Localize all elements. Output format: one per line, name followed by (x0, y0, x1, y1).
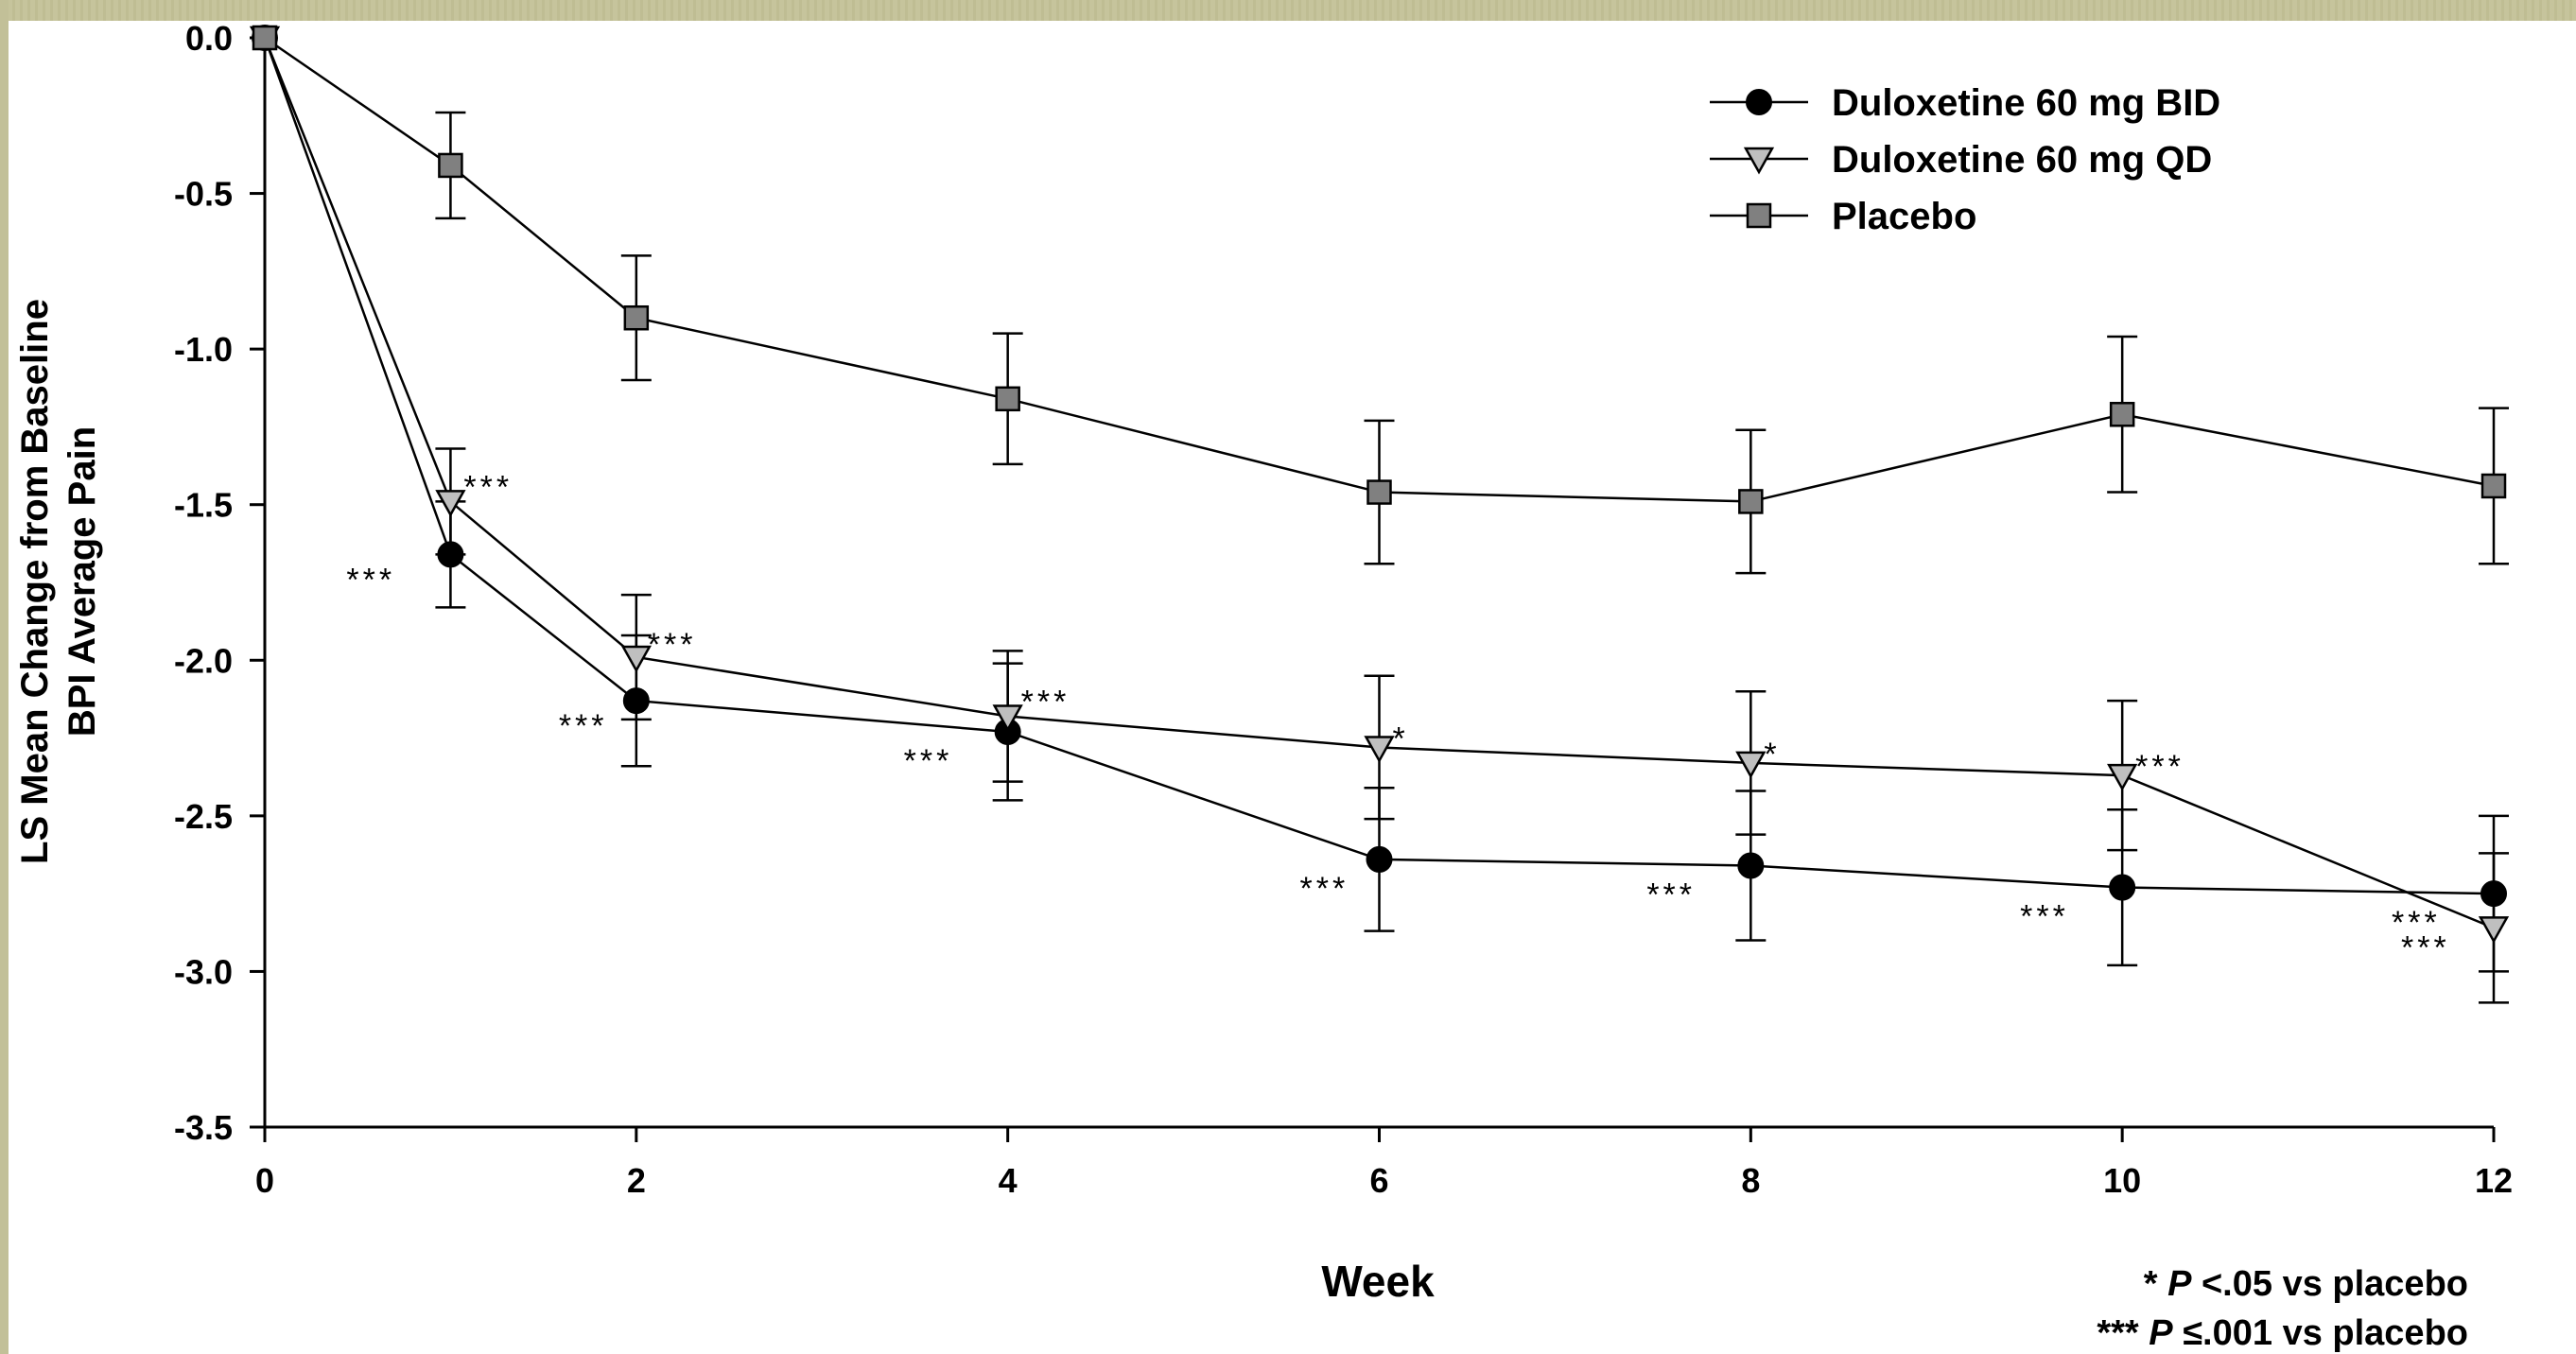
legend-item: Duloxetine 60 mg QD (1710, 139, 2212, 181)
x-tick-label: 2 (627, 1161, 646, 1200)
data-point (1738, 489, 1764, 514)
top-border-strip (0, 0, 2576, 21)
data-point (2109, 402, 2135, 427)
series-line (263, 37, 2495, 929)
data-point (2109, 874, 2136, 901)
significance-label: *** (346, 562, 395, 598)
series-1: ************ ****** *** (252, 25, 2509, 973)
x-tick-label: 0 (255, 1161, 274, 1200)
footnote: *** P ≤.001 vs placebo (2097, 1313, 2468, 1353)
significance-label: *** (2392, 905, 2441, 941)
legend-marker (1746, 89, 1772, 115)
x-tick-label: 4 (999, 1161, 1018, 1200)
x-tick-label: 12 (2475, 1161, 2513, 1200)
data-point (2107, 763, 2138, 791)
y-tick-label: -3.5 (174, 1108, 233, 1147)
legend: Duloxetine 60 mg BID Duloxetine 60 mg QD P… (1710, 82, 2220, 237)
y-axis-label-line-1: LS Mean Change from Baseline (14, 299, 56, 864)
data-point (1364, 736, 1395, 764)
y-tick-label: -2.0 (174, 641, 233, 680)
y-tick-label: -1.0 (174, 330, 233, 369)
significance-label: *** (1021, 685, 1070, 720)
data-point (1366, 479, 1392, 505)
legend-item: Duloxetine 60 mg BID (1710, 82, 2220, 124)
significance-label: *** (904, 743, 953, 779)
x-axis-label: Week (1321, 1257, 1435, 1306)
y-tick-label: -2.5 (174, 797, 233, 836)
data-point (620, 645, 652, 673)
data-point (1366, 845, 1393, 873)
chart-panel (9, 21, 2576, 1354)
axes: 0.0 -0.5 -1.0 -1.5 -2.0 -2.5 -3.0 -3.5 0 2 4 6 8 10 12 (174, 19, 2513, 1200)
data-point (995, 386, 1020, 412)
legend-item: Placebo (1710, 196, 1976, 237)
y-axis-label: LS Mean Change from Baseline BPI Average… (14, 299, 103, 864)
data-point (623, 304, 650, 331)
significance-label: *** (559, 708, 608, 744)
series-2: ********** * ****** (249, 26, 2510, 1004)
significance-label: *** (1300, 871, 1349, 907)
y-tick-label: -1.5 (174, 486, 233, 525)
y-tick-label: 0.0 (185, 19, 233, 58)
data-point (1735, 751, 1767, 779)
footnote: * P <.05 vs placebo (2144, 1264, 2468, 1304)
y-axis-label-line-2: BPI Average Pain (61, 426, 103, 737)
series-layer: ************ ****** ************* * ****** (249, 25, 2510, 1004)
x-tick-label: 10 (2103, 1161, 2141, 1200)
significance-label: *** (2401, 929, 2450, 965)
significance-label: * (1764, 737, 1780, 772)
series-3 (252, 25, 2509, 575)
significance-label: *** (463, 469, 513, 505)
legend-marker (1746, 202, 1772, 229)
series-line (263, 37, 2495, 895)
data-point (2478, 916, 2510, 944)
data-point (992, 704, 1023, 733)
legend-label: Placebo (1832, 196, 1976, 237)
y-tick-label: -3.0 (174, 952, 233, 991)
legend-label: Duloxetine 60 mg BID (1832, 82, 2220, 124)
significance-label: *** (1646, 877, 1696, 913)
left-border-strip (0, 0, 9, 1354)
footnotes: * P <.05 vs placebo *** P ≤.001 vs placeb… (2097, 1264, 2468, 1353)
x-tick-label: 6 (1369, 1161, 1388, 1200)
data-point (438, 152, 463, 179)
x-tick-label: 8 (1741, 1161, 1760, 1200)
significance-label: *** (2020, 899, 2069, 935)
significance-label: * (1393, 720, 1409, 756)
significance-label: *** (648, 627, 697, 663)
y-tick-label: -0.5 (174, 175, 233, 214)
data-point (435, 490, 466, 517)
data-point (252, 25, 278, 51)
significance-label: *** (2135, 749, 2184, 785)
data-point (1737, 852, 1765, 879)
legend-marker (1743, 147, 1775, 175)
data-point (2480, 473, 2507, 499)
series-line (264, 36, 2495, 503)
legend-label: Duloxetine 60 mg QD (1832, 139, 2212, 181)
